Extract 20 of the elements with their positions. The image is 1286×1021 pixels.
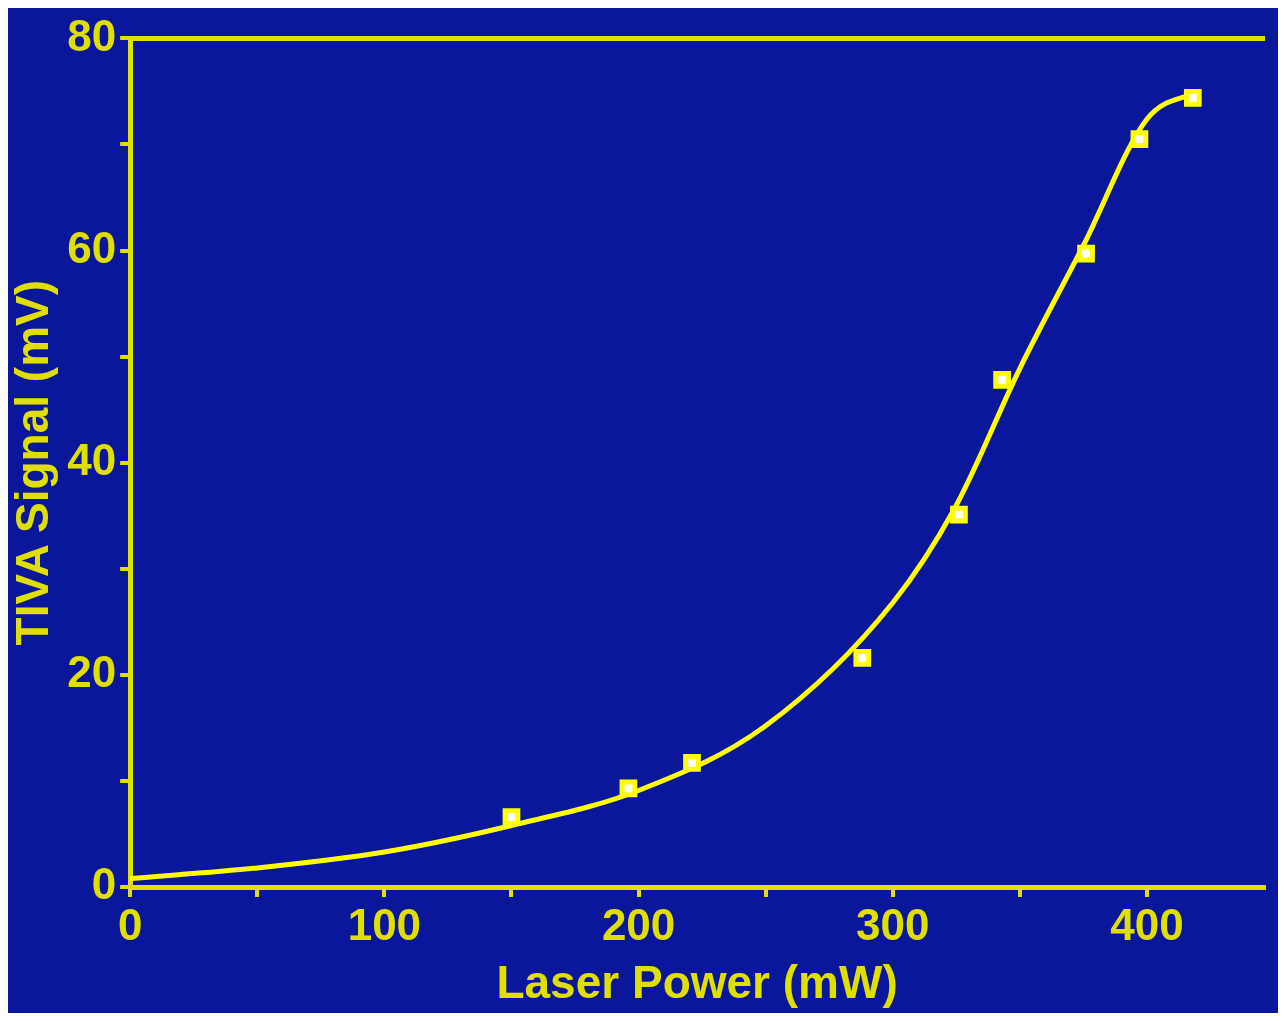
point	[619, 779, 638, 798]
x-tick-label: 300	[856, 899, 930, 949]
point	[1183, 88, 1202, 107]
y-axis-title: TIVA Signal (mV)	[6, 279, 59, 646]
y-tick-label: 20	[67, 646, 117, 696]
point	[993, 371, 1012, 389]
point	[853, 649, 872, 667]
point	[1130, 130, 1149, 149]
point	[1077, 244, 1095, 263]
x-tick-label: 200	[601, 899, 676, 949]
point	[683, 754, 701, 772]
point	[950, 505, 968, 524]
point	[502, 808, 521, 826]
y-tick-label: 80	[67, 10, 117, 60]
x-tick-label: 400	[1110, 899, 1184, 949]
y-tick-label: 40	[67, 434, 117, 484]
y-tick-label: 0	[91, 859, 117, 909]
y-tick-label: 60	[67, 222, 117, 272]
x-tick-label: 100	[347, 899, 422, 949]
x-axis-title: Laser Power (mW)	[496, 956, 898, 1009]
